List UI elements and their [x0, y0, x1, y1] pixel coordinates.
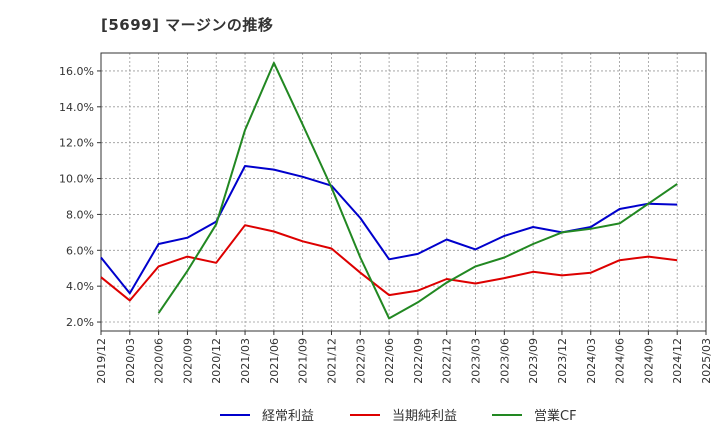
y-tick-label: 16.0% [59, 65, 94, 78]
x-tick-label: 2023/09 [527, 338, 540, 384]
plot-area [101, 53, 706, 331]
x-tick-label: 2021/03 [239, 338, 252, 384]
legend-label: 営業CF [534, 408, 577, 424]
x-tick-label: 2022/03 [354, 338, 367, 384]
x-tick-label: 2023/12 [556, 338, 569, 384]
x-tick-label: 2020/06 [153, 338, 166, 384]
y-tick-label: 14.0% [59, 101, 94, 114]
x-tick-label: 2023/03 [470, 338, 483, 384]
y-tick-label: 6.0% [66, 244, 94, 257]
series-line [157, 61, 678, 320]
x-tick-label: 2021/06 [268, 338, 281, 384]
y-tick-label: 2.0% [66, 316, 94, 329]
x-tick-label: 2025/03 [700, 338, 713, 384]
x-tick-label: 2020/12 [210, 338, 223, 384]
x-tick-label: 2020/03 [124, 338, 137, 384]
x-tick-label: 2023/06 [498, 338, 511, 384]
x-tick-label: 2024/03 [585, 338, 598, 384]
x-tick-label: 2020/09 [181, 338, 194, 384]
y-tick-label: 10.0% [59, 173, 94, 186]
y-tick-label: 12.0% [59, 137, 94, 150]
x-tick-label: 2021/09 [297, 338, 310, 384]
x-tick-label: 2019/12 [95, 338, 108, 384]
x-tick-label: 2022/06 [383, 338, 396, 384]
legend-label: 経常利益 [262, 409, 314, 424]
y-tick-label: 8.0% [66, 208, 94, 221]
chart-title: [5699] マージンの推移 [101, 16, 274, 34]
x-tick-label: 2024/12 [671, 338, 684, 384]
series-line [100, 165, 678, 295]
series-line [100, 224, 678, 302]
plot-frame [100, 52, 707, 332]
x-tick-label: 2024/09 [642, 338, 655, 384]
x-tick-label: 2022/12 [441, 338, 454, 384]
x-tick-label: 2021/12 [325, 338, 338, 384]
y-tick-label: 4.0% [66, 280, 94, 293]
x-tick-label: 2022/09 [412, 338, 425, 384]
x-tick-label: 2024/06 [614, 338, 627, 384]
legend-label: 当期純利益 [392, 409, 457, 424]
